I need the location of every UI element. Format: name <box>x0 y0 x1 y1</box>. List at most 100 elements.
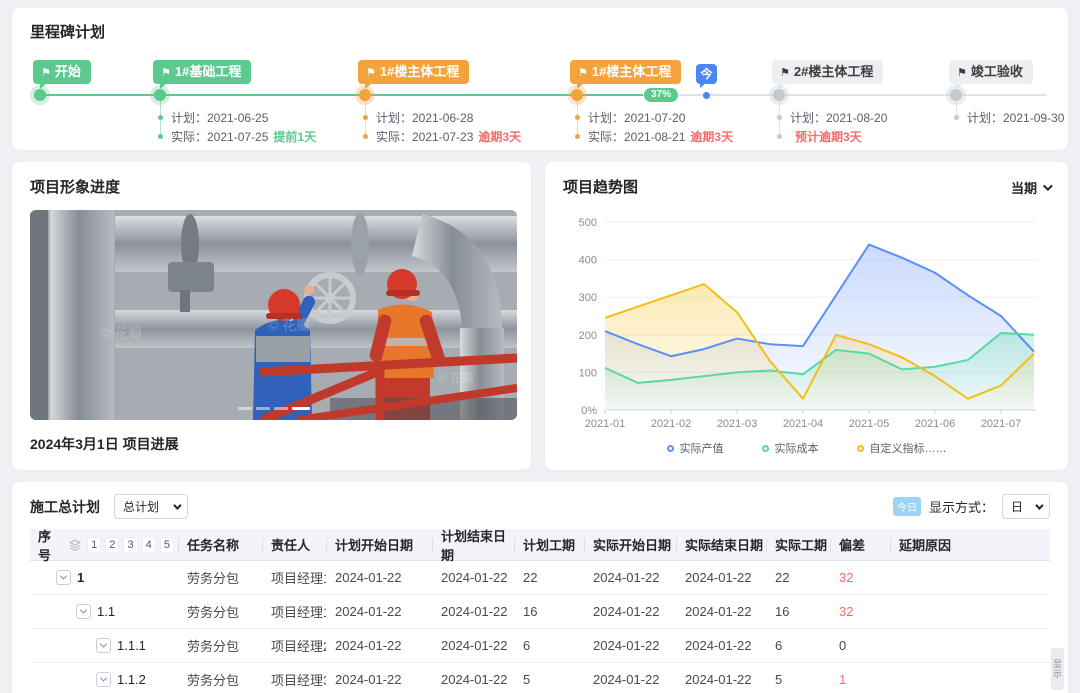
milestone-detail-line: 计划：2021-09-30 <box>954 108 1064 127</box>
level-button-5[interactable]: 5 <box>159 536 174 553</box>
milestone-label-text: 开始 <box>54 64 81 79</box>
carousel-dot[interactable] <box>237 407 252 410</box>
photo-caption: 2024年3月1日 项目进展 <box>30 436 179 452</box>
column-header: 任务名称 <box>178 529 262 560</box>
series-line <box>604 331 1035 384</box>
milestone-label: ⚑ 开始 <box>33 60 91 89</box>
plan-type-select[interactable]: 总计划 <box>114 494 188 519</box>
milestone-details: 计划：2021-09-30 <box>954 108 1064 127</box>
detail-text: 计划：2021-06-25 <box>171 111 269 125</box>
chevron-down-icon <box>173 500 182 510</box>
level-button-1[interactable]: 1 <box>87 536 102 553</box>
carousel-dot[interactable] <box>273 407 288 410</box>
legend-item[interactable]: 实际成本 <box>761 440 819 456</box>
owner-cell: 项目经理3 <box>271 673 326 688</box>
period-selector[interactable]: 当期 <box>1011 178 1053 197</box>
display-mode-value: 日 <box>1011 500 1024 514</box>
chevron-down-icon <box>1042 181 1053 192</box>
detail-bullet-icon <box>158 115 163 120</box>
detail-status-tag: 逾期3天 <box>690 130 734 144</box>
legend-label: 实际产值 <box>679 443 724 455</box>
detail-text: 计划：2021-06-28 <box>376 111 474 125</box>
task-name-cell: 劳务分包 <box>187 673 240 688</box>
column-header-label: 任务名称 <box>187 538 240 553</box>
column-header: 计划工期 <box>514 529 584 560</box>
expand-toggle-icon[interactable] <box>96 638 111 653</box>
table-row: 1 劳务分包 项目经理1 2024-01-22 2024-01-22 22 2024-01-… <box>30 561 1050 595</box>
progress-photo-carousel[interactable]: © 花瓣 © 花瓣 © 花瓣 <box>30 210 517 420</box>
legend-item[interactable]: 实际产值 <box>666 440 724 456</box>
deviation-cell: 1 <box>839 672 847 687</box>
milestone-detail-line: 实际：2021-07-23 逾期3天 <box>363 127 521 146</box>
plan-end-cell: 2024-01-22 <box>441 638 508 653</box>
master-plan-card: 施工总计划 总计划 今日 显示方式： 日 序号 1 2 3 4 5 任务名称 责任人 计划开始日… <box>12 482 1068 693</box>
column-header: 实际工期 <box>766 529 830 560</box>
column-header-label: 实际开始日期 <box>593 538 672 553</box>
seq-cell: 1 <box>30 570 178 585</box>
svg-text:2021-04: 2021-04 <box>783 418 823 430</box>
milestone-node <box>950 89 962 101</box>
table-row: 1.1.1 劳务分包 项目经理2 2024-01-22 2024-01-22 6 2024-… <box>30 629 1050 663</box>
owner-cell: 项目经理2 <box>271 639 326 654</box>
column-header: 偏差 <box>830 529 890 560</box>
flag-icon: ⚑ <box>161 67 171 79</box>
seq-number: 1 <box>77 570 85 585</box>
flag-icon: ⚑ <box>780 67 790 79</box>
detail-text: 实际：2021-07-23 <box>376 130 474 144</box>
svg-text:2021-05: 2021-05 <box>849 418 889 430</box>
timeline-completed-track <box>40 94 650 96</box>
chevron-down-icon <box>1035 500 1044 510</box>
plan-end-cell: 2024-01-22 <box>441 604 508 619</box>
carousel-dot[interactable] <box>291 407 310 410</box>
display-mode-select[interactable]: 日 <box>1002 494 1050 519</box>
milestone-plan-title: 里程碑计划 <box>30 24 106 41</box>
level-button-2[interactable]: 2 <box>105 536 120 553</box>
svg-text:500: 500 <box>579 217 597 229</box>
expand-toggle-icon[interactable] <box>56 570 71 585</box>
flag-icon: ⚑ <box>41 67 51 79</box>
expand-toggle-icon[interactable] <box>76 604 91 619</box>
detail-text: 实际：2021-08-21 <box>588 130 686 144</box>
today-dot-icon <box>703 92 710 99</box>
today-bubble: 今 <box>696 64 717 88</box>
plan-end-cell: 2024-01-22 <box>441 570 508 585</box>
milestone-detail-line: 计划：2021-07-20 <box>575 108 733 127</box>
column-header-label: 实际结束日期 <box>685 538 764 553</box>
column-header-label: 计划开始日期 <box>335 538 414 553</box>
detail-status-tag: 逾期3天 <box>478 130 522 144</box>
carousel-dot[interactable] <box>255 407 270 410</box>
milestone-detail-line: 计划：2021-08-20 <box>777 108 887 127</box>
column-header-label: 责任人 <box>271 538 311 553</box>
legend-item[interactable]: 自定义指标…… <box>856 440 947 456</box>
svg-text:2021-06: 2021-06 <box>915 418 955 430</box>
milestone-connector <box>956 100 957 118</box>
actual-end-cell: 2024-01-22 <box>685 672 752 687</box>
level-button-4[interactable]: 4 <box>141 536 156 553</box>
milestone-label-text: 1#楼主体工程 <box>591 64 672 79</box>
expand-toggle-icon[interactable] <box>96 672 111 687</box>
legend-label: 实际成本 <box>774 443 819 455</box>
toolbar-right: 今日 显示方式： 日 <box>892 494 1050 519</box>
show-columns-handle[interactable]: 显示 <box>1051 648 1064 690</box>
task-name-cell: 劳务分包 <box>187 571 240 586</box>
level-button-3[interactable]: 3 <box>123 536 138 553</box>
column-header-label: 偏差 <box>839 538 866 553</box>
detail-text: 实际：2021-07-25 <box>171 130 269 144</box>
actual-duration-cell: 16 <box>775 604 790 619</box>
owner-cell: 项目经理1 <box>271 605 326 620</box>
column-header: 计划开始日期 <box>326 529 432 560</box>
task-name-cell: 劳务分包 <box>187 639 240 654</box>
detail-bullet-icon <box>954 115 959 120</box>
svg-text:2021-02: 2021-02 <box>651 418 691 430</box>
layers-icon <box>69 539 82 551</box>
column-header-label: 实际工期 <box>775 538 828 553</box>
watermark-text: © 花瓣 <box>100 325 142 341</box>
actual-end-cell: 2024-01-22 <box>685 638 752 653</box>
detail-bullet-icon <box>575 115 580 120</box>
actual-end-cell: 2024-01-22 <box>685 604 752 619</box>
plan-start-cell: 2024-01-22 <box>335 672 402 687</box>
table-toolbar: 施工总计划 总计划 今日 显示方式： 日 <box>12 482 1068 529</box>
milestone-timeline: ⚑ 开始 ⚑ 1#基础工程 计划：2021-06-25 实际：2021-07-25 提前1天… <box>12 8 1068 150</box>
milestone-detail-line: 实际：2021-08-21 逾期3天 <box>575 127 733 146</box>
